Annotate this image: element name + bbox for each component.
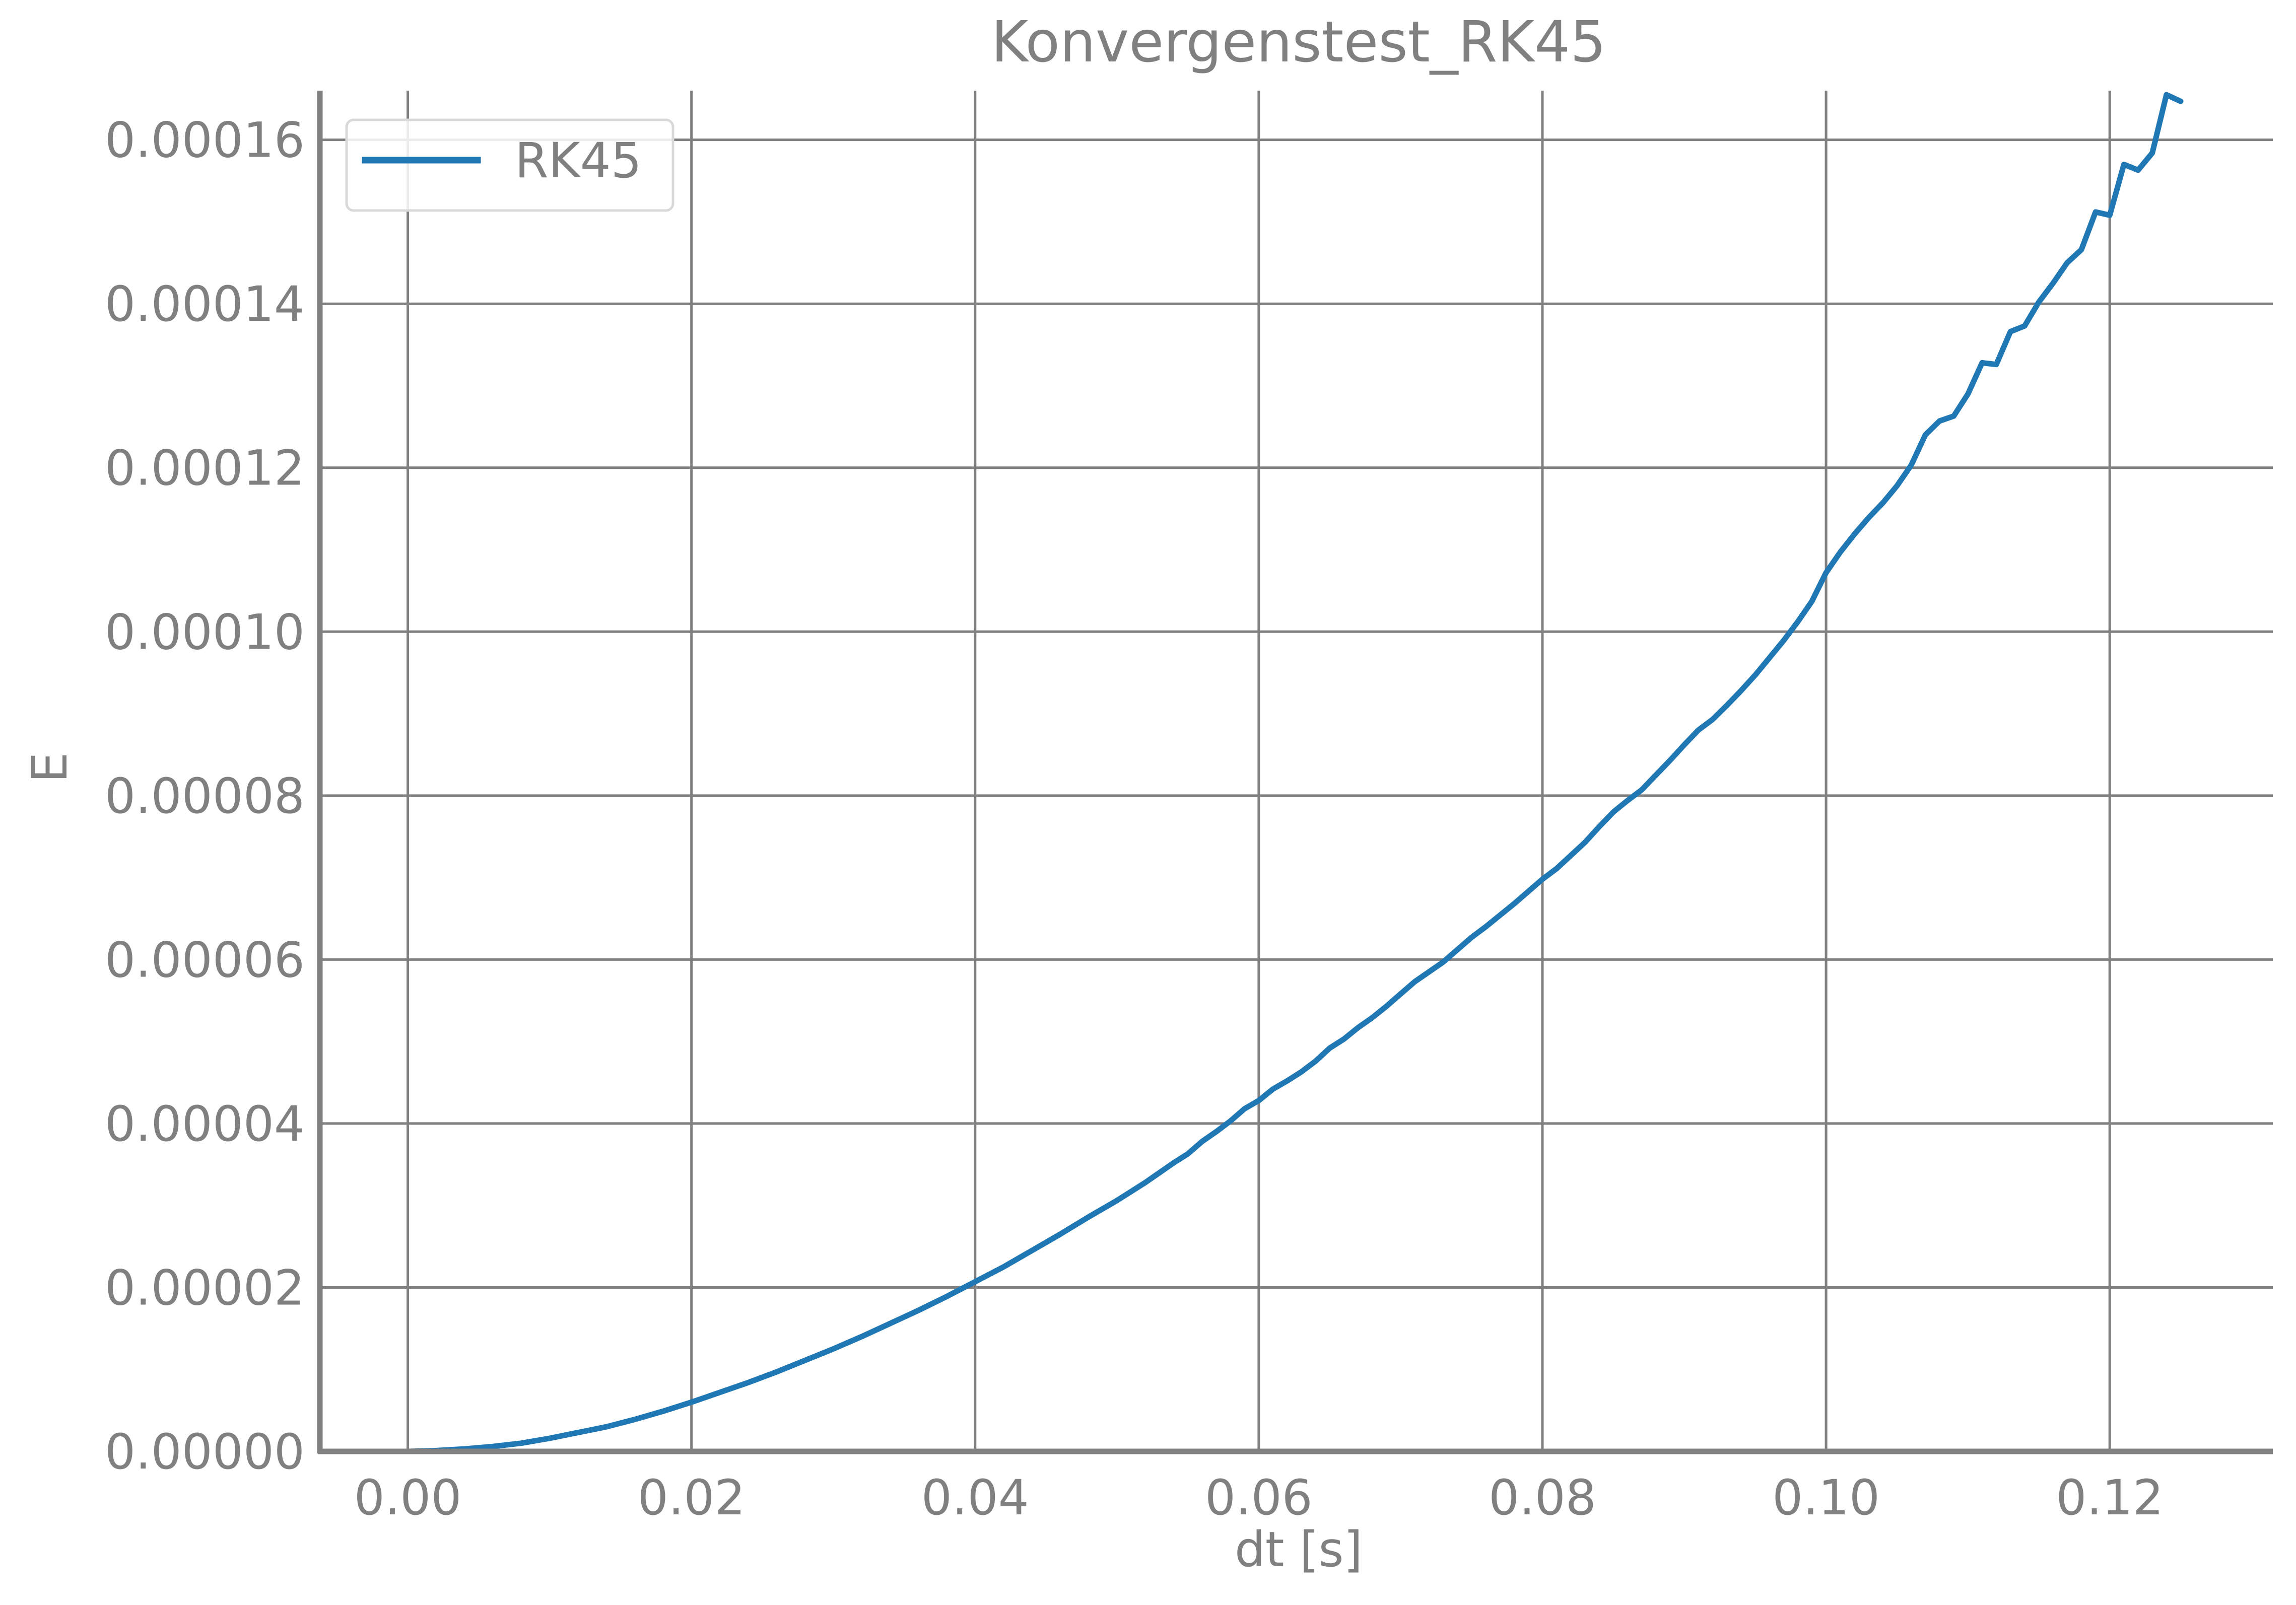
- series-layer: [405, 92, 2184, 1454]
- x-tick-label: 0.08: [1489, 1470, 1596, 1526]
- x-axis-label: dt [s]: [1235, 1521, 1363, 1578]
- legend: RK45: [345, 118, 674, 212]
- grid: [320, 91, 2273, 1453]
- y-tick-label: 0.00006: [105, 932, 305, 988]
- y-axis-label: E: [22, 752, 78, 783]
- legend-box: [345, 118, 674, 212]
- x-tick-label: 0.10: [1772, 1470, 1880, 1526]
- y-tick-label: 0.00000: [105, 1424, 305, 1480]
- y-tick-label: 0.00002: [105, 1260, 305, 1316]
- x-tick-label: 0.04: [921, 1470, 1029, 1526]
- y-tick-label: 0.00010: [105, 604, 305, 660]
- y-tick-label: 0.00004: [105, 1096, 305, 1152]
- y-tick-label: 0.00012: [105, 440, 305, 497]
- x-tick-label: 0.06: [1205, 1470, 1313, 1526]
- series-line-rk45: [405, 92, 2184, 1454]
- legend-label-rk45: RK45: [515, 132, 642, 189]
- chart-title: Konvergenstest_RK45: [991, 10, 1606, 75]
- x-tick-label: 0.00: [354, 1470, 462, 1526]
- x-tick-label: 0.12: [2056, 1470, 2164, 1526]
- y-tick-label: 0.00016: [105, 112, 305, 169]
- tick-labels: 0.00 0.02 0.04 0.06 0.08 0.10 0.12 0.00000 0.000…: [105, 112, 2164, 1526]
- y-tick-label: 0.00008: [105, 768, 305, 824]
- axes: [317, 91, 2273, 1454]
- x-tick-label: 0.02: [638, 1470, 746, 1526]
- y-tick-label: 0.00014: [105, 276, 305, 332]
